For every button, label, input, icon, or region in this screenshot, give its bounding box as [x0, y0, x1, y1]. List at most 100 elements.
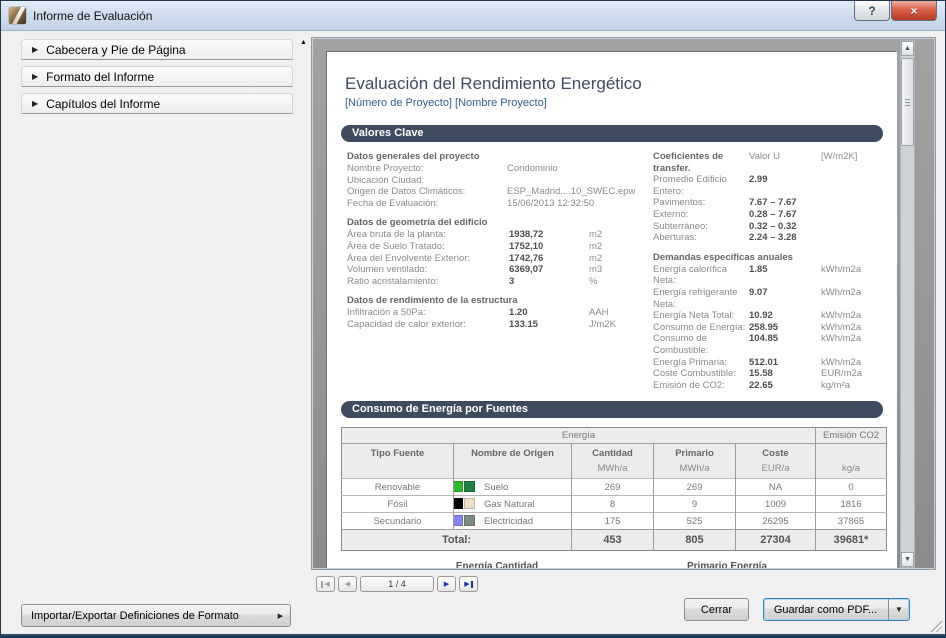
chevron-down-icon: ▼	[895, 605, 903, 614]
unit-header: MWh/a	[571, 461, 654, 479]
accordion-label: Cabecera y Pie de Página	[46, 42, 186, 57]
data-row: Energía refrigerante Neta: 9.07 kWh/m2a	[653, 286, 862, 310]
chevron-right-icon: ▶	[32, 72, 39, 81]
energy-sources-table: Energía Emisión CO2 Tipo Fuente Nombre d…	[341, 427, 888, 552]
save-as-pdf-button[interactable]: Guardar como PDF... ▼	[763, 598, 910, 621]
previous-page-icon: ◀	[344, 581, 351, 588]
source-color-swatches	[454, 515, 477, 527]
group-header: Datos de geometría del edificio	[347, 217, 488, 229]
next-page-button[interactable]: ▶	[437, 576, 456, 592]
data-row: Volumen ventilado: 6369,07 m3	[347, 264, 603, 276]
data-row: Infiltración a 50Pa: 1.20 AAH	[347, 307, 609, 319]
last-page-icon	[470, 580, 473, 588]
section-header-consumption: Consumo de Energía por Fuentes	[341, 401, 883, 419]
previous-page-button[interactable]: ◀	[338, 576, 357, 592]
unit-header: MWh/a	[653, 461, 736, 479]
app-icon	[9, 7, 26, 24]
table-row: Fósil Gas Natural 8 9 1009 1816	[341, 495, 887, 513]
data-row: Nombre Proyecto: Condominio	[347, 163, 558, 174]
data-row: Consumo de Energía: 258.95 kWh/m2a	[653, 321, 862, 333]
column-header: Primario	[653, 443, 736, 462]
report-page: Evaluación del Rendimiento Energético [N…	[327, 52, 897, 568]
group-header: Demandas específicas anuales	[653, 251, 793, 263]
column-header: Cantidad	[571, 443, 654, 462]
preview-scrollbar[interactable]: ▲ ▼	[900, 40, 915, 568]
color-swatch	[454, 481, 463, 493]
data-row: Pavimentos: 7.67 – 7.67	[653, 197, 797, 209]
titlebar[interactable]: Informe de Evaluación ? ×	[1, 1, 945, 31]
flyout-arrow-icon: ▶	[277, 612, 283, 620]
first-page-icon	[321, 580, 324, 588]
help-button[interactable]: ?	[854, 1, 890, 21]
chart-title: Primario Energía	[686, 561, 768, 568]
page-indicator[interactable]: 1 / 4	[360, 576, 434, 592]
source-color-swatches	[454, 481, 477, 493]
data-row: Consumo de Combustible: 104.85 kWh/m2a	[653, 333, 862, 356]
source-color-swatches	[454, 498, 477, 510]
dialog-body: ▶ Cabecera y Pie de Página ▶ Formato del…	[1, 31, 945, 634]
data-row: Energía Neta Total: 10.92 kWh/m2a	[653, 310, 862, 322]
color-swatch	[464, 498, 475, 510]
table-row: Secundario Electricidad 175 525 26295 37…	[341, 512, 887, 530]
save-dropdown-button[interactable]: ▼	[888, 599, 909, 620]
charts-row: Energía Cantidad 39 20 Primario Energía	[341, 561, 883, 568]
color-swatch	[454, 515, 463, 527]
accordion-report-chapters[interactable]: ▶ Capítulos del Informe	[21, 93, 293, 114]
scrollbar-thumb[interactable]	[901, 58, 914, 146]
column-header	[815, 443, 887, 462]
resize-grip[interactable]	[929, 619, 942, 632]
data-row: Ubicación Ciudad:	[347, 174, 425, 186]
group-header: Datos de rendimiento de la estructura	[347, 295, 518, 307]
help-icon: ?	[868, 3, 876, 18]
data-row: Emisión de CO2: 22.65 kg/m²a	[653, 379, 851, 391]
table-total-row: Total: 453 805 27304 39681*	[341, 529, 887, 551]
group-header: Datos generales del proyecto	[347, 151, 480, 162]
accordion-header-footer[interactable]: ▶ Cabecera y Pie de Página	[21, 39, 293, 60]
color-swatch	[454, 498, 463, 510]
scroll-down-button[interactable]: ▼	[901, 552, 914, 567]
color-swatch	[464, 515, 475, 527]
unit-header: EUR/a	[734, 461, 816, 479]
scroll-up-button[interactable]: ▲	[901, 41, 914, 56]
column-header: Nombre de Origen	[453, 443, 572, 462]
report-subtitle: [Número de Proyecto] [Nombre Proyecto]	[345, 97, 547, 109]
last-page-button[interactable]: ▶	[459, 576, 478, 592]
column-header: Coste	[734, 443, 816, 462]
data-row: Subterráneo: 0.32 – 0.32	[653, 220, 797, 232]
accordion-report-format[interactable]: ▶ Formato del Informe	[21, 66, 293, 87]
window-title: Informe de Evaluación	[33, 8, 153, 23]
data-row: Área de Suelo Tratado: 1752,10 m2	[347, 240, 603, 252]
chart-energy-quantity: Energía Cantidad 39 20	[387, 561, 607, 568]
sidebar-scroll-up-icon[interactable]: ▲	[300, 39, 307, 46]
data-row: Coeficientes de transfer. Valor U [W/m2K]	[653, 151, 858, 174]
table-row: Renovable Suelo 269 269 NA 0	[341, 478, 887, 496]
column-header: Tipo Fuente	[341, 443, 454, 462]
data-row: Origen de Datos Climáticos: ESP_Madrid...…	[347, 186, 636, 198]
data-row: Capacidad de calor exterior: 133.15 J/m2K	[347, 318, 616, 330]
close-window-button[interactable]: ×	[891, 1, 937, 21]
accordion-label: Formato del Informe	[46, 69, 155, 84]
accordion-label: Capítulos del Informe	[46, 96, 161, 111]
close-dialog-button[interactable]: Cerrar	[684, 598, 749, 621]
data-row: Ratio acristalamiento: 3%	[347, 275, 598, 287]
arrow-down-icon: ▼	[904, 556, 911, 563]
data-row: Fecha de Evaluación: 15/06/2013 12:32:50	[347, 197, 595, 209]
import-export-format-button[interactable]: Importar/Exportar Definiciones de Format…	[21, 604, 291, 627]
data-row: Externo: 0.28 – 7.67	[653, 208, 797, 220]
chart-title: Energía Cantidad	[455, 561, 539, 568]
next-page-icon: ▶	[443, 581, 450, 588]
data-row: Aberturas: 2.24 – 3.28	[653, 232, 797, 244]
chevron-right-icon: ▶	[32, 45, 39, 54]
table-group-header: Emisión CO2	[815, 427, 887, 445]
chevron-right-icon: ▶	[32, 99, 39, 108]
report-preview-panel: Evaluación del Rendimiento Energético [N…	[311, 37, 936, 570]
data-row: Área del Envolvente Exterior: 1742,76 m2	[347, 252, 603, 264]
color-swatch	[464, 481, 475, 493]
data-row: Coste Combustible: 15.58 EUR/m2a	[653, 368, 863, 380]
close-icon: ×	[910, 3, 918, 18]
first-page-button[interactable]: ◀	[316, 576, 335, 592]
section-header-key-values: Valores Clave	[341, 125, 883, 142]
chart-primary-energy: Primario Energía 34 26	[617, 561, 837, 568]
data-row: Área bruta de la planta: 1938,72 m2	[347, 229, 603, 241]
